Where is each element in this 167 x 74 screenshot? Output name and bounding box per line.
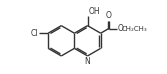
Text: CH₂CH₃: CH₂CH₃: [122, 26, 147, 32]
Text: OH: OH: [88, 7, 100, 16]
Text: Cl: Cl: [31, 29, 38, 38]
Text: O: O: [117, 24, 123, 33]
Text: O: O: [106, 11, 112, 20]
Text: N: N: [85, 57, 90, 66]
